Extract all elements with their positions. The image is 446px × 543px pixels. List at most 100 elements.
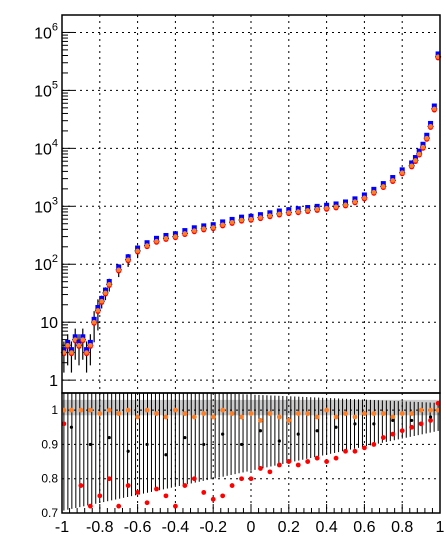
ratio-point-black (126, 449, 130, 453)
ratio-point-red (305, 459, 311, 464)
upper-point-orange (210, 225, 216, 230)
x-tick-label: 0.8 (391, 519, 413, 536)
upper-point-blue (95, 305, 101, 311)
ratio-point-red (295, 462, 301, 468)
ratio-point-red (362, 445, 367, 451)
upper-point-blue (144, 240, 150, 246)
upper-y-tick-label: 103 (34, 195, 58, 216)
upper-y-tick-label: 104 (34, 137, 58, 158)
ratio-y-tick-label: 1 (51, 403, 58, 417)
ratio-point-red (220, 493, 226, 499)
ratio-point-black (183, 435, 187, 440)
upper-point-blue (371, 186, 377, 192)
ratio-point-orange (352, 414, 358, 420)
ratio-point-black (164, 453, 168, 457)
upper-point-blue (91, 316, 97, 322)
ratio-point-red (229, 483, 235, 488)
ratio-point-orange (239, 414, 244, 420)
upper-point-blue (352, 196, 358, 202)
ratio-point-orange (87, 407, 93, 413)
upper-point-orange (144, 243, 150, 248)
upper-point-orange (173, 234, 178, 239)
ratio-point-orange (154, 411, 159, 416)
ratio-point-orange (125, 407, 131, 413)
ratio-point-orange (229, 411, 235, 416)
ratio-point-orange (343, 411, 348, 416)
ratio-point-orange (69, 407, 74, 413)
x-tick-label: -0.4 (162, 519, 190, 536)
ratio-point-orange (97, 411, 103, 416)
ratio-point-orange (324, 407, 329, 413)
ratio-point-red (173, 503, 178, 509)
ratio-point-red (380, 435, 386, 440)
upper-point-blue (420, 141, 426, 147)
upper-point-orange (343, 202, 348, 208)
ratio-point-black (221, 432, 225, 436)
ratio-point-orange (173, 407, 178, 413)
upper-point-blue (135, 245, 141, 251)
upper-point-blue (305, 205, 311, 211)
upper-point-blue (68, 347, 74, 353)
ratio-point-red (116, 503, 122, 509)
ratio-point-orange (201, 411, 207, 416)
ratio-y-tick-label: 0.9 (41, 437, 58, 451)
x-tick-label: -0.2 (199, 519, 227, 536)
ratio-point-orange (362, 411, 367, 416)
upper-point-orange (103, 290, 108, 296)
upper-point-blue (428, 120, 434, 126)
ratio-point-black (277, 439, 281, 443)
upper-point-orange (390, 178, 396, 183)
ratio-point-black (258, 429, 263, 433)
ratio-point-orange (286, 418, 292, 423)
upper-point-orange (381, 184, 386, 189)
upper-point-orange (314, 206, 320, 212)
ratio-point-red (286, 459, 292, 464)
upper-point-orange (432, 106, 437, 112)
ratio-marks (61, 393, 441, 511)
ratio-point-orange (276, 414, 282, 420)
upper-point-blue (343, 199, 348, 205)
upper-point-blue (76, 339, 82, 345)
upper-point-orange (258, 215, 263, 220)
upper-point-blue (409, 160, 415, 166)
ratio-point-red (78, 483, 84, 488)
ratio-point-black (296, 432, 300, 436)
upper-point-orange (220, 222, 225, 228)
ratio-point-red (390, 431, 396, 437)
ratio-point-black (107, 435, 111, 440)
upper-point-blue (390, 175, 396, 181)
upper-point-blue (87, 339, 93, 345)
ratio-point-red (267, 469, 273, 475)
ratio-point-red (163, 493, 169, 499)
ratio-point-red (87, 503, 93, 509)
upper-point-orange (106, 282, 112, 287)
ratio-point-red (276, 462, 282, 468)
upper-point-blue (80, 334, 86, 340)
upper-point-orange (163, 236, 169, 241)
x-tick-label: 0 (247, 519, 256, 536)
ratio-point-red (210, 496, 216, 502)
ratio-point-black (353, 422, 357, 426)
upper-point-blue (210, 222, 216, 228)
ratio-point-red (239, 476, 244, 482)
upper-point-orange (76, 342, 82, 348)
upper-point-blue (431, 103, 437, 109)
ratio-point-orange (210, 414, 216, 420)
upper-point-orange (154, 238, 159, 244)
upper-point-orange (399, 170, 405, 175)
ratio-point-red (399, 428, 405, 434)
upper-point-orange (72, 337, 78, 342)
upper-point-orange (84, 350, 89, 355)
upper-point-blue (229, 216, 235, 222)
ratio-point-red (418, 421, 424, 427)
ratio-point-red (352, 448, 358, 454)
upper-point-blue (72, 334, 78, 340)
upper-point-orange (352, 199, 358, 205)
ratio-point-red (125, 483, 131, 488)
ratio-point-red (428, 418, 433, 423)
ratio-point-black (391, 418, 395, 423)
upper-point-blue (65, 339, 71, 345)
upper-point-orange (420, 144, 426, 150)
upper-point-blue (172, 231, 178, 237)
upper-point-blue (182, 228, 188, 234)
